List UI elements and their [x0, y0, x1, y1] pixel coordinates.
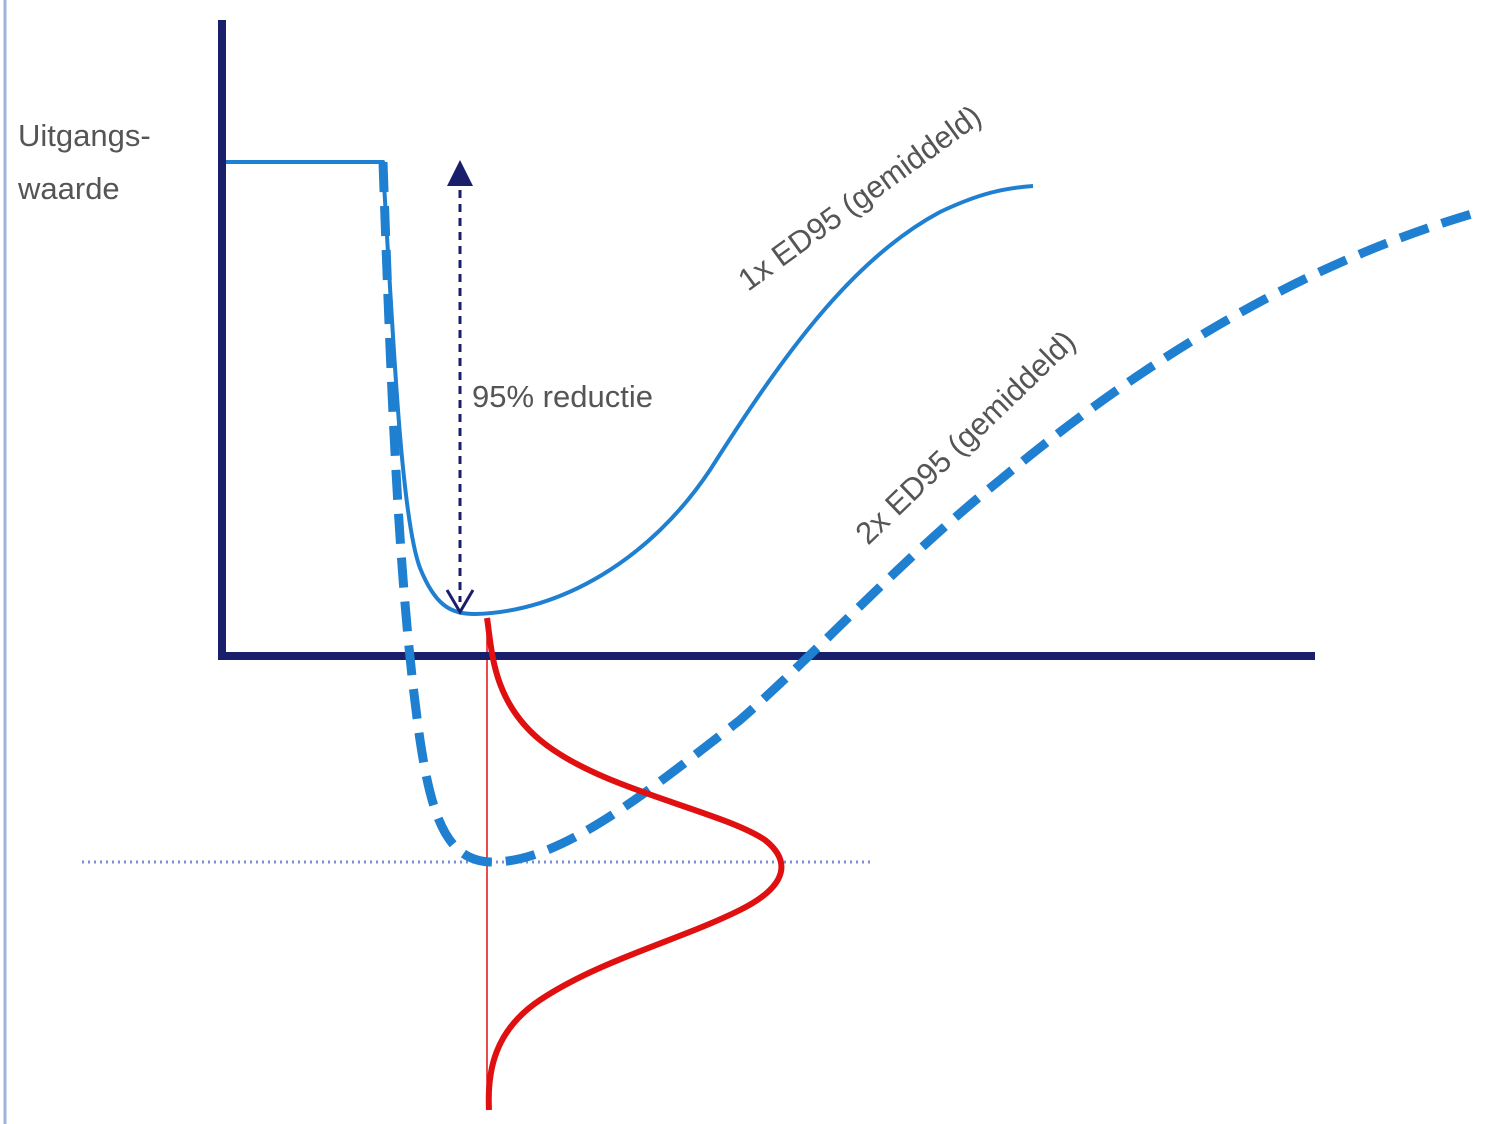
y-axis-label-line1: Uitgangs-: [18, 118, 151, 153]
baseline-step-line: [226, 160, 388, 169]
curve-2x-label: 2x ED95 (gemiddeld): [849, 324, 1083, 551]
distribution-bell-curve: [484, 617, 785, 1111]
y-axis-label-line2: waarde: [17, 171, 120, 206]
curve-1x-ed95-solid: [381, 164, 1034, 617]
curve-2x-ed95-dashed: [378, 161, 1477, 867]
reduction-label: 95% reductie: [472, 379, 653, 414]
axes: [218, 20, 1315, 660]
arrow-down-head: [445, 589, 475, 615]
arrow-up-head: [447, 160, 473, 186]
reduction-arrow: [445, 160, 475, 615]
curve-1x-label: 1x ED95 (gemiddeld): [732, 98, 988, 297]
